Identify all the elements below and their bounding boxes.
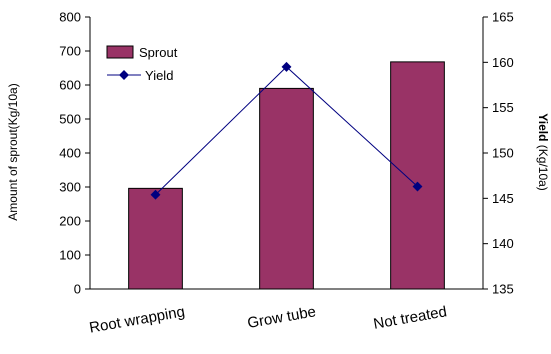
right-tick-label: 145 bbox=[492, 191, 514, 206]
right-tick-label: 165 bbox=[492, 10, 514, 25]
left-tick-label: 600 bbox=[59, 78, 81, 93]
left-tick-label: 100 bbox=[59, 248, 81, 263]
left-tick-label: 400 bbox=[59, 146, 81, 161]
legend-yield-marker bbox=[119, 70, 129, 80]
legend-sprout-label: Sprout bbox=[139, 45, 178, 60]
right-tick-label: 140 bbox=[492, 236, 514, 251]
legend: Sprout Yield bbox=[106, 45, 178, 83]
right-tick-label: 135 bbox=[492, 282, 514, 297]
left-axis-title: Amount of sprout(Kg/10a) bbox=[6, 83, 20, 220]
right-axis-title-bold: Yield bbox=[536, 113, 550, 141]
category-label: Not treated bbox=[372, 303, 448, 333]
bar-sprout bbox=[128, 187, 183, 290]
left-tick-label: 800 bbox=[59, 10, 81, 25]
right-axis-title-unit: (Kg/10a) bbox=[536, 141, 550, 190]
category-label: Root wrapping bbox=[88, 303, 186, 337]
bar-sprout bbox=[390, 61, 445, 290]
right-axis-title: Yield (Kg/10a) bbox=[536, 113, 550, 191]
bars-layer bbox=[128, 61, 445, 290]
legend-sprout-swatch bbox=[106, 45, 134, 59]
bar-sprout bbox=[259, 87, 314, 290]
left-tick-label: 200 bbox=[59, 214, 81, 229]
yield-point bbox=[150, 189, 161, 200]
left-tick-label: 500 bbox=[59, 112, 81, 127]
right-tick-label: 155 bbox=[492, 100, 514, 115]
left-tick-label: 0 bbox=[74, 282, 81, 297]
yield-point bbox=[412, 181, 423, 192]
left-tick-label: 700 bbox=[59, 44, 81, 59]
category-label: Grow tube bbox=[246, 303, 317, 332]
right-tick-label: 150 bbox=[492, 146, 514, 161]
left-tick-label: 300 bbox=[59, 180, 81, 195]
right-tick-label: 160 bbox=[492, 55, 514, 70]
legend-yield-label: Yield bbox=[145, 68, 173, 83]
yield-line-layer bbox=[150, 61, 423, 200]
